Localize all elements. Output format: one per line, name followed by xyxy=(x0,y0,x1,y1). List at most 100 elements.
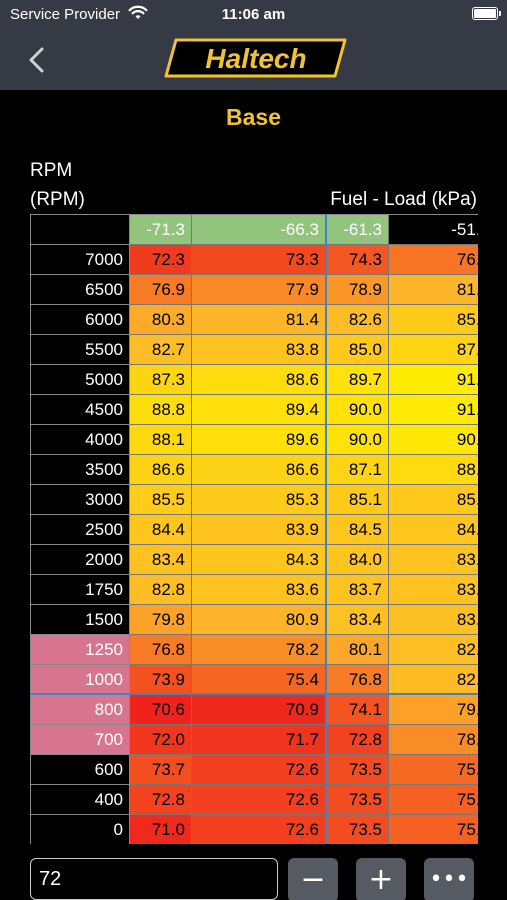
table-cell[interactable]: 77.9 xyxy=(192,275,326,305)
column-header[interactable]: -61.3 xyxy=(326,215,389,245)
column-header[interactable]: -71.3 xyxy=(130,215,192,245)
table-cell[interactable]: 83.4 xyxy=(326,605,389,635)
rpm-row-header[interactable]: 6500 xyxy=(31,275,130,305)
table-cell[interactable]: 86.6 xyxy=(130,455,192,485)
table-cell[interactable]: 90.0 xyxy=(326,395,389,425)
rpm-row-header[interactable]: 5500 xyxy=(31,335,130,365)
table-cell[interactable]: 87.3 xyxy=(130,365,192,395)
table-cell[interactable]: 72.8 xyxy=(130,785,192,815)
table-cell[interactable]: 72.6 xyxy=(192,815,326,844)
table-cell[interactable]: 85.0 xyxy=(326,335,389,365)
increment-button[interactable]: + xyxy=(356,858,406,900)
table-cell[interactable]: 80.1 xyxy=(326,635,389,665)
table-cell[interactable]: 74.1 xyxy=(326,695,389,725)
table-cell[interactable]: 72.3 xyxy=(130,245,192,275)
table-cell[interactable]: 83.2 xyxy=(389,605,478,635)
table-cell[interactable]: 83.9 xyxy=(192,515,326,545)
table-cell[interactable]: 70.6 xyxy=(130,695,192,725)
table-cell[interactable]: 78.9 xyxy=(326,275,389,305)
table-cell[interactable]: 79.8 xyxy=(130,605,192,635)
table-cell[interactable]: 89.4 xyxy=(192,395,326,425)
table-cell[interactable]: 90.8 xyxy=(389,425,478,455)
table-cell[interactable]: 82.6 xyxy=(389,665,478,695)
table-cell[interactable]: 91.6 xyxy=(389,365,478,395)
table-cell[interactable]: 79.6 xyxy=(389,695,478,725)
table-cell[interactable]: 84.0 xyxy=(326,545,389,575)
table-cell[interactable]: 89.6 xyxy=(192,425,326,455)
table-cell[interactable]: 82.6 xyxy=(326,305,389,335)
rpm-row-header[interactable]: 700 xyxy=(31,725,130,755)
rpm-row-header[interactable]: 1250 xyxy=(31,635,130,665)
table-cell[interactable]: 84.4 xyxy=(389,515,478,545)
table-cell[interactable]: 73.9 xyxy=(130,665,192,695)
table-cell[interactable]: 80.3 xyxy=(130,305,192,335)
table-cell[interactable]: 73.5 xyxy=(326,815,389,844)
table-cell[interactable]: 75.0 xyxy=(389,815,478,844)
table-cell[interactable]: 72.6 xyxy=(192,755,326,785)
table-cell[interactable]: 70.9 xyxy=(192,695,326,725)
table-cell[interactable]: 73.7 xyxy=(130,755,192,785)
table-cell[interactable]: 76.8 xyxy=(130,635,192,665)
rpm-row-header[interactable]: 1000 xyxy=(31,665,130,695)
decrement-button[interactable]: − xyxy=(288,858,338,900)
table-cell[interactable]: 71.7 xyxy=(192,725,326,755)
rpm-row-header[interactable]: 4000 xyxy=(31,425,130,455)
column-header[interactable]: -51.3 xyxy=(389,215,478,245)
table-cell[interactable]: 85.5 xyxy=(130,485,192,515)
table-cell[interactable]: 72.8 xyxy=(326,725,389,755)
table-cell[interactable]: 82.8 xyxy=(130,575,192,605)
table-cell[interactable]: 85.3 xyxy=(192,485,326,515)
more-options-button[interactable]: ••• xyxy=(424,858,474,900)
table-cell[interactable]: 88.1 xyxy=(130,425,192,455)
fuel-table-grid[interactable]: -71.3 -66.3 -61.3 -51.3 700072.373.374.3… xyxy=(30,214,478,844)
rpm-row-header[interactable]: 0 xyxy=(31,815,130,844)
table-cell[interactable]: 88.3 xyxy=(389,455,478,485)
table-cell[interactable]: 73.3 xyxy=(192,245,326,275)
table-cell[interactable]: 85.1 xyxy=(326,485,389,515)
table-cell[interactable]: 84.4 xyxy=(130,515,192,545)
table-cell[interactable]: 82.7 xyxy=(130,335,192,365)
table-cell[interactable]: 86.6 xyxy=(192,455,326,485)
table-cell[interactable]: 89.7 xyxy=(326,365,389,395)
column-header[interactable]: -66.3 xyxy=(192,215,326,245)
table-cell[interactable]: 78.2 xyxy=(192,635,326,665)
table-cell[interactable]: 75.7 xyxy=(389,755,478,785)
table-cell[interactable]: 85.0 xyxy=(389,485,478,515)
back-chevron-icon[interactable] xyxy=(20,42,56,78)
table-cell[interactable]: 83.6 xyxy=(192,575,326,605)
rpm-row-header[interactable]: 400 xyxy=(31,785,130,815)
table-cell[interactable]: 88.8 xyxy=(130,395,192,425)
rpm-row-header[interactable]: 5000 xyxy=(31,365,130,395)
rpm-row-header[interactable]: 6000 xyxy=(31,305,130,335)
table-cell[interactable]: 90.0 xyxy=(326,425,389,455)
table-cell[interactable]: 76.8 xyxy=(326,665,389,695)
table-cell[interactable]: 80.9 xyxy=(192,605,326,635)
rpm-row-header[interactable]: 800 xyxy=(31,695,130,725)
rpm-row-header[interactable]: 1500 xyxy=(31,605,130,635)
table-cell[interactable]: 83.7 xyxy=(326,575,389,605)
table-cell[interactable]: 72.6 xyxy=(192,785,326,815)
table-cell[interactable]: 83.8 xyxy=(389,545,478,575)
table-cell[interactable]: 87.1 xyxy=(389,335,478,365)
table-cell[interactable]: 81.4 xyxy=(192,305,326,335)
table-cell[interactable]: 88.6 xyxy=(192,365,326,395)
rpm-row-header[interactable]: 2500 xyxy=(31,515,130,545)
rpm-row-header[interactable]: 3500 xyxy=(31,455,130,485)
table-cell[interactable]: 85.1 xyxy=(389,305,478,335)
table-cell[interactable]: 83.4 xyxy=(130,545,192,575)
table-cell[interactable]: 84.3 xyxy=(192,545,326,575)
table-cell[interactable]: 78.1 xyxy=(389,725,478,755)
table-cell[interactable]: 73.5 xyxy=(326,785,389,815)
table-cell[interactable]: 84.5 xyxy=(326,515,389,545)
table-cell[interactable]: 72.0 xyxy=(130,725,192,755)
table-cell[interactable]: 76.4 xyxy=(389,245,478,275)
rpm-row-header[interactable]: 7000 xyxy=(31,245,130,275)
table-cell[interactable]: 74.3 xyxy=(326,245,389,275)
table-cell[interactable]: 87.1 xyxy=(326,455,389,485)
table-cell[interactable]: 83.5 xyxy=(389,575,478,605)
table-cell[interactable]: 75.4 xyxy=(192,665,326,695)
rpm-row-header[interactable]: 3000 xyxy=(31,485,130,515)
table-cell[interactable]: 81.2 xyxy=(389,275,478,305)
table-cell[interactable]: 71.0 xyxy=(130,815,192,844)
table-cell[interactable]: 75.0 xyxy=(389,785,478,815)
